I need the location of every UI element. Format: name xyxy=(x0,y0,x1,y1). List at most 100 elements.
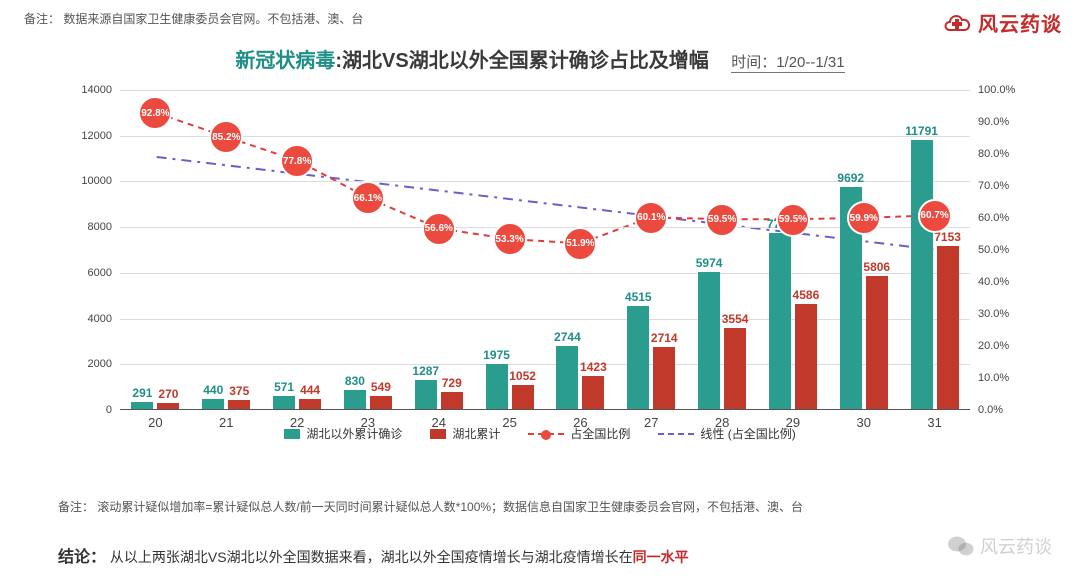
plot-region: 020004000600080001000012000140000.0%10.0… xyxy=(120,90,970,410)
pct-marker: 59.5% xyxy=(776,203,810,237)
bar-outside: 7711 xyxy=(769,233,791,409)
conclusion-head: 结论： xyxy=(58,549,106,566)
bar-hubei-label: 375 xyxy=(229,384,249,398)
bar-outside: 1287 xyxy=(415,380,437,409)
pct-marker: 53.3% xyxy=(493,222,527,256)
bar-hubei-label: 1052 xyxy=(509,369,536,383)
bar-hubei: 4586 xyxy=(795,304,817,409)
legend-swatch-outside xyxy=(284,429,300,439)
bar-hubei-label: 1423 xyxy=(580,360,607,374)
bar-outside: 1975 xyxy=(486,364,508,409)
bar-hubei: 2714 xyxy=(653,347,675,409)
y-left-tick: 8000 xyxy=(88,221,112,233)
bar-outside: 440 xyxy=(202,399,224,409)
y-left-tick: 2000 xyxy=(88,358,112,370)
y-left-tick: 10000 xyxy=(81,175,112,187)
y-right-tick: 100.0% xyxy=(978,84,1015,96)
trend-line xyxy=(157,157,934,250)
y-left-tick: 0 xyxy=(106,404,112,416)
y-right-tick: 10.0% xyxy=(978,372,1009,384)
chart-title: 新冠状病毒:湖北VS湖北以外全国累计确诊占比及增幅 时间：1/20--1/31 xyxy=(0,44,1080,73)
gridline xyxy=(120,136,970,137)
bar-outside-label: 5974 xyxy=(696,256,723,270)
pct-marker: 59.5% xyxy=(705,203,739,237)
bar-outside: 11791 xyxy=(911,140,933,410)
y-right-tick: 80.0% xyxy=(978,148,1009,160)
y-left-tick: 4000 xyxy=(88,313,112,325)
bar-outside-label: 11791 xyxy=(905,124,938,138)
bar-hubei-label: 549 xyxy=(371,380,391,394)
pct-line xyxy=(157,113,934,243)
title-sub: :湖北VS湖北以外全国累计确诊占比及增幅 xyxy=(335,50,708,72)
top-note: 备注： 数据来源自国家卫生健康委员会官网。不包括港、澳、台 xyxy=(24,10,363,27)
y-left-tick: 14000 xyxy=(81,84,112,96)
title-time: 时间：1/20--1/31 xyxy=(731,54,844,73)
bar-hubei: 5806 xyxy=(866,276,888,409)
bar-hubei-label: 270 xyxy=(158,387,178,401)
wechat-icon xyxy=(948,535,974,557)
pct-marker: 66.1% xyxy=(351,181,385,215)
legend-hubei: 湖北累计 xyxy=(430,425,500,442)
legend-trend: 线性 (占全国比例) xyxy=(658,425,795,442)
legend-line-trend xyxy=(658,433,694,435)
title-main: 新冠状病毒 xyxy=(235,50,335,72)
y-right-tick: 70.0% xyxy=(978,180,1009,192)
bar-hubei: 7153 xyxy=(937,246,959,409)
pct-marker: 59.9% xyxy=(847,201,881,235)
bar-outside-label: 291 xyxy=(132,386,152,400)
pct-marker: 51.9% xyxy=(563,227,597,261)
bar-hubei: 549 xyxy=(370,396,392,409)
pct-marker: 60.7% xyxy=(918,199,952,233)
pct-marker: 77.8% xyxy=(280,144,314,178)
bar-outside: 2744 xyxy=(556,346,578,409)
legend-swatch-hubei xyxy=(430,429,446,439)
pct-marker: 92.8% xyxy=(138,96,172,130)
bar-hubei: 375 xyxy=(228,400,250,409)
bar-hubei: 729 xyxy=(441,392,463,409)
bar-hubei-label: 3554 xyxy=(722,312,749,326)
conclusion-body: 从以上两张湖北VS湖北以外全国数据来看，湖北以外全国疫情增长与湖北疫情增长在 xyxy=(110,549,633,565)
bar-hubei-label: 2714 xyxy=(651,331,678,345)
bar-outside: 5974 xyxy=(698,272,720,409)
y-left-tick: 12000 xyxy=(81,130,112,142)
y-right-tick: 40.0% xyxy=(978,276,1009,288)
bottom-note: 备注： 滚动累计疑似增加率=累计疑似总人数/前一天同时间累计疑似总人数*100%… xyxy=(58,498,803,515)
bar-outside-label: 4515 xyxy=(625,290,652,304)
y-right-tick: 90.0% xyxy=(978,116,1009,128)
gridline xyxy=(120,90,970,91)
y-right-tick: 20.0% xyxy=(978,340,1009,352)
bar-outside: 571 xyxy=(273,396,295,409)
bar-hubei: 270 xyxy=(157,403,179,409)
legend-line-pct xyxy=(528,433,564,435)
bar-outside-label: 1975 xyxy=(483,348,510,362)
bar-outside: 4515 xyxy=(627,306,649,409)
y-right-tick: 50.0% xyxy=(978,244,1009,256)
bar-hubei: 444 xyxy=(299,399,321,409)
chart-area: 0 2000 4000 6000 8000 10000 12000 14000 0.0% 10.0… xyxy=(60,80,1020,450)
bar-hubei-label: 729 xyxy=(442,376,462,390)
legend-pct: 占全国比例 xyxy=(528,425,630,442)
conclusion-emphasis: 同一水平 xyxy=(633,549,689,565)
y-right-tick: 60.0% xyxy=(978,212,1009,224)
pct-marker: 60.1% xyxy=(634,201,668,235)
conclusion: 结论： 从以上两张湖北VS湖北以外全国数据来看，湖北以外全国疫情增长与湖北疫情增… xyxy=(58,543,689,567)
bar-hubei: 3554 xyxy=(724,328,746,409)
pct-marker: 85.2% xyxy=(209,120,243,154)
legend: 湖北以外累计确诊 湖北累计 占全国比例 线性 (占全国比例) xyxy=(60,425,1020,442)
cloud-cross-icon xyxy=(942,10,974,36)
y-right-tick: 0.0% xyxy=(978,404,1003,416)
y-left-tick: 6000 xyxy=(88,267,112,279)
pct-marker: 56.6% xyxy=(422,212,456,246)
bar-outside-label: 571 xyxy=(274,380,294,394)
legend-outside: 湖北以外累计确诊 xyxy=(284,425,402,442)
bar-outside: 291 xyxy=(131,402,153,409)
bar-hubei: 1423 xyxy=(582,376,604,409)
bar-outside: 830 xyxy=(344,390,366,409)
bar-hubei-label: 5806 xyxy=(863,260,890,274)
y-right-tick: 30.0% xyxy=(978,308,1009,320)
logo-text: 风云药谈 xyxy=(978,8,1062,37)
bar-outside-label: 1287 xyxy=(412,364,439,378)
bar-hubei: 1052 xyxy=(512,385,534,409)
bar-hubei-label: 444 xyxy=(300,383,320,397)
watermark: 风云药谈 xyxy=(948,533,1052,559)
